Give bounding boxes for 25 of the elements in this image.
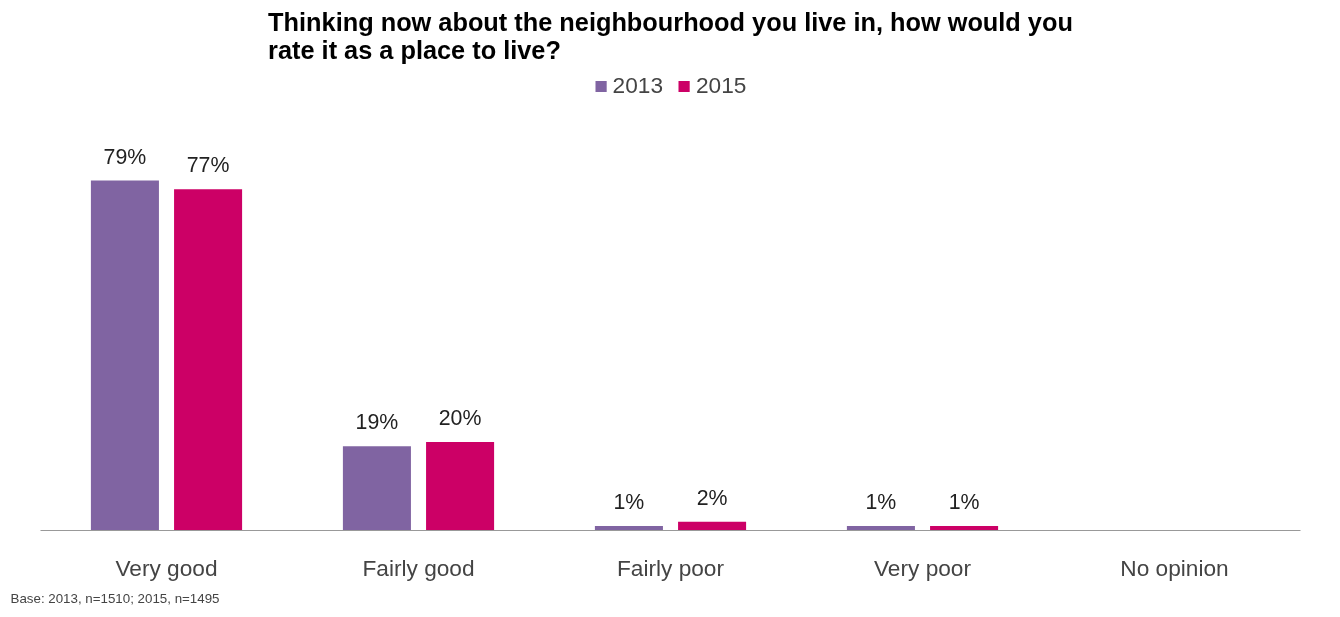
- data-label: 1%: [948, 490, 980, 515]
- bar: [930, 526, 999, 531]
- bar: [678, 521, 747, 531]
- bar: [594, 526, 663, 531]
- data-label: 1%: [613, 490, 645, 515]
- x-tick-label: Fairly poor: [616, 554, 725, 581]
- bar: [90, 180, 159, 531]
- data-label: 79%: [103, 144, 147, 169]
- data-label: 20%: [438, 405, 482, 430]
- data-label: 1%: [865, 490, 897, 515]
- x-tick-label: Very good: [115, 554, 218, 581]
- bar: [846, 526, 915, 531]
- bar: [342, 446, 411, 531]
- x-tick-label: Fairly good: [362, 554, 475, 581]
- text: Base: 2013, n=1510; 2015, n=1495: [10, 590, 220, 606]
- data-label: 77%: [186, 153, 230, 178]
- data-label: 19%: [355, 410, 399, 435]
- bar: [426, 441, 495, 531]
- x-tick-label: No opinion: [1120, 554, 1229, 581]
- x-tick-label: Very poor: [874, 554, 972, 581]
- chart-title: Thinking now about the neighbourhood you live in, how would you rate it as a place to live?: [268, 7, 1073, 64]
- data-label: 2%: [696, 485, 728, 510]
- legend-label: 2015: [696, 72, 747, 99]
- legend-label: 2013: [612, 72, 663, 99]
- bar: [174, 189, 243, 531]
